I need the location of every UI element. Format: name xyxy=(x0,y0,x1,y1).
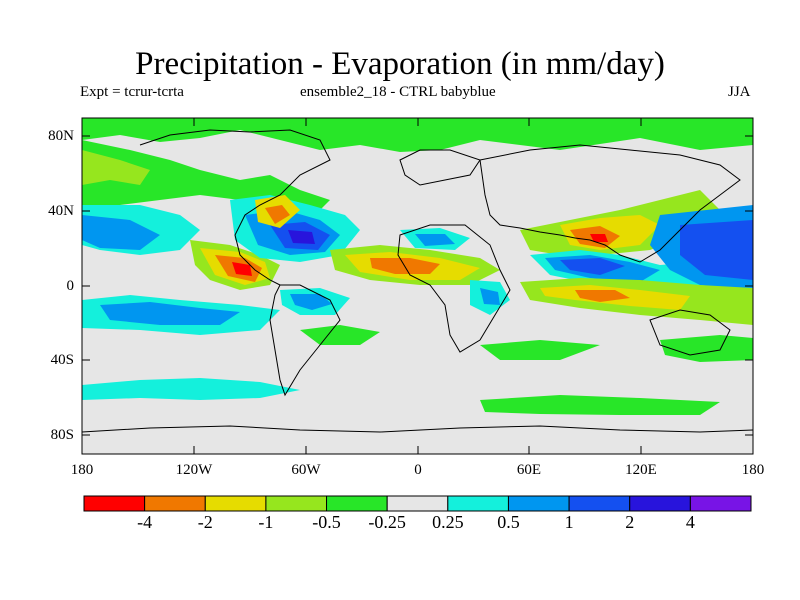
colorbar-label-4: -0.25 xyxy=(368,512,406,532)
colorbar xyxy=(83,495,752,512)
southern-green-band xyxy=(480,395,720,415)
colorbar-swatch-6 xyxy=(447,495,509,512)
australia-green xyxy=(660,335,753,362)
map-field xyxy=(82,118,753,454)
south-pacific-blue xyxy=(100,302,240,325)
colorbar-swatch-3 xyxy=(265,495,328,512)
atlantic-darkblue xyxy=(288,230,315,244)
lon-label-120w: 120W xyxy=(175,462,213,478)
lat-label-40s: 40S xyxy=(50,352,74,368)
lon-label-0: 0 xyxy=(414,462,422,478)
colorbar-label-8: 2 xyxy=(625,512,635,532)
colorbar-swatch-9 xyxy=(629,495,691,512)
colorbar-swatch-1 xyxy=(144,495,206,512)
colorbar-label-5: 0.25 xyxy=(432,512,464,532)
colorbar-swatch-7 xyxy=(507,495,570,512)
colorbar-label-9: 4 xyxy=(685,512,695,532)
lon-label-180e: 180 xyxy=(741,462,765,478)
colorbar-swatch-0 xyxy=(83,495,146,512)
colorbar-label-1: -2 xyxy=(197,512,213,532)
pacific-blue xyxy=(82,215,160,250)
lon-label-60w: 60W xyxy=(291,462,321,478)
south-indian-orange xyxy=(575,290,630,302)
antarctica-coast xyxy=(82,425,753,433)
colorbar-label-6: 0.5 xyxy=(497,512,520,532)
indian-ocean-deepblue xyxy=(560,258,625,275)
lat-label-40n: 40N xyxy=(48,203,74,219)
south-america-blue xyxy=(290,294,332,310)
gulf-orange xyxy=(265,205,290,224)
colorbar-swatch-2 xyxy=(204,495,267,512)
axis-ticks xyxy=(82,118,753,454)
india-red xyxy=(590,234,608,242)
north-africa-blue xyxy=(415,234,455,246)
colorbar-swatch-4 xyxy=(326,495,388,512)
north-pacific-green xyxy=(82,140,330,210)
west-pacific-deepblue xyxy=(680,220,753,280)
colorbar-label-7: 1 xyxy=(564,512,574,532)
lat-label-80s: 80S xyxy=(50,427,74,443)
southern-ocean-cyan xyxy=(82,378,300,400)
map-title: Precipitation - Evaporation (in mm/day) xyxy=(135,46,665,82)
colorbar-swatch-8 xyxy=(568,495,631,512)
lat-label-0: 0 xyxy=(66,278,75,294)
colorbar-swatch-5 xyxy=(386,495,449,512)
season-label: JJA xyxy=(728,84,751,100)
africa-coast xyxy=(397,224,511,353)
colorbar-label-2: -1 xyxy=(258,512,274,532)
south-america-coast xyxy=(269,284,341,397)
south-atlantic-green xyxy=(300,325,380,345)
east-africa-blue xyxy=(480,288,500,305)
lon-label-180w: 180 xyxy=(70,462,94,478)
experiment-label: Expt = tcrur-tcrta xyxy=(80,84,184,100)
lat-label-80n: 80N xyxy=(48,128,74,144)
colorbar-label-0: -4 xyxy=(137,512,153,532)
colorbar-swatch-10 xyxy=(689,495,752,512)
asia-coast xyxy=(479,144,741,263)
arctic-band xyxy=(82,118,753,152)
caribbean-red xyxy=(232,262,252,276)
coastlines xyxy=(82,129,753,433)
australia-coast xyxy=(649,309,731,356)
north-america-coast xyxy=(139,129,331,286)
colorbar-label-3: -0.5 xyxy=(312,512,341,532)
europe-coast xyxy=(399,149,481,186)
south-indian-green xyxy=(480,340,600,360)
ensemble-label: ensemble2_18 - CTRL babyblue xyxy=(300,84,496,100)
lon-label-120e: 120E xyxy=(625,462,657,478)
lon-label-60e: 60E xyxy=(516,462,542,478)
north-pacific-lightgreen xyxy=(82,150,150,185)
